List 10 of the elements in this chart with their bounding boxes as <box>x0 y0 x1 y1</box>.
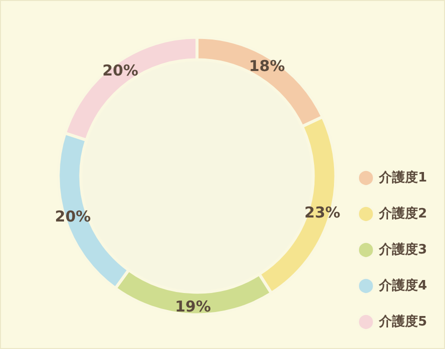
legend-label: 介護度4 <box>378 278 427 294</box>
data-label: 20% <box>102 61 138 80</box>
legend-label: 介護度5 <box>378 314 427 330</box>
legend-label: 介護度2 <box>378 206 427 222</box>
data-label: 19% <box>174 297 211 316</box>
data-label: 23% <box>304 203 340 222</box>
data-label: 20% <box>54 207 91 226</box>
data-label: 18% <box>248 56 285 75</box>
legend-label: 介護度3 <box>378 242 427 258</box>
legend-label: 介護度1 <box>378 170 427 186</box>
